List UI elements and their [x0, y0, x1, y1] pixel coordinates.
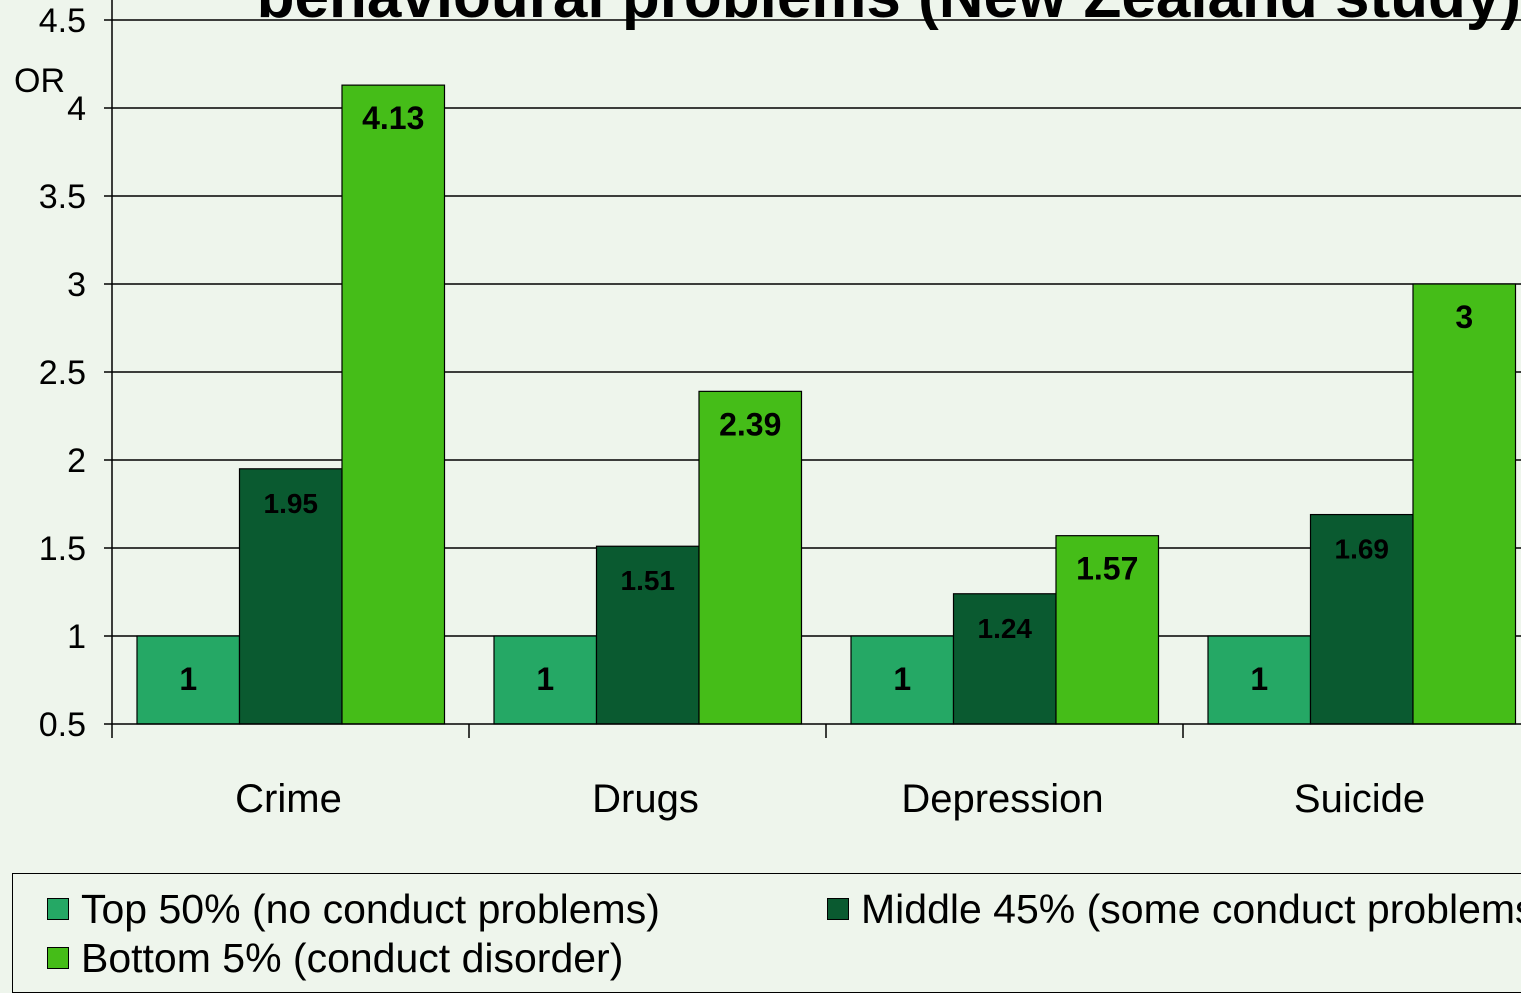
legend-label-top: Top 50% (no conduct problems) [81, 886, 660, 932]
x-tick-label: Drugs [592, 777, 699, 821]
bar-drugs-bottom [698, 390, 803, 725]
legend-swatch-middle [827, 898, 849, 920]
data-label: 2.39 [719, 406, 781, 442]
legend-item-top: Top 50% (no conduct problems) [47, 886, 660, 932]
bar-crime-middle [238, 468, 343, 725]
legend-label-middle: Middle 45% (some conduct problems) [861, 886, 1521, 932]
y-tick-label: 4 [67, 90, 86, 128]
bar-suicide-middle [1309, 513, 1414, 725]
data-labels: 1 1.95 4.13 1 1.51 2.39 1 1.24 1.57 1 1.69 3 [179, 100, 1473, 697]
y-tick-label: 4.5 [39, 2, 86, 40]
data-label: 1 [1250, 661, 1268, 697]
bar-suicide-bottom [1412, 283, 1517, 725]
bar-crime-top [136, 635, 241, 725]
data-label: 1 [893, 661, 911, 697]
data-label: 1 [179, 661, 197, 697]
bar-chart: 0.5 1 1.5 2 2.5 3 3.5 4 4.5 Crime Drugs Depression S… [14, 0, 1521, 821]
bar-suicide-top [1207, 635, 1312, 725]
bar-drugs-middle [595, 545, 700, 725]
y-tick-label: 2 [67, 442, 86, 480]
bar-drugs-top [493, 635, 598, 725]
legend-label-bottom: Bottom 5% (conduct disorder) [81, 935, 624, 981]
bar-depression-bottom [1055, 535, 1160, 725]
legend-swatch-top [47, 898, 69, 920]
data-label: 1.69 [1335, 534, 1390, 565]
chart-title: behavioural problems (New Zealand study) [0, 0, 1521, 28]
legend-item-middle: Middle 45% (some conduct problems) [827, 886, 1521, 932]
y-tick-label: 1 [67, 618, 86, 656]
data-label: 3 [1455, 299, 1473, 335]
y-axis-label: OR [14, 62, 65, 100]
y-tick-label: 2.5 [39, 354, 86, 392]
bars [136, 84, 1517, 725]
data-label: 1.57 [1076, 551, 1138, 587]
axes: 0.5 1 1.5 2 2.5 3 3.5 4 4.5 Crime Drugs Depression S… [39, 0, 1521, 821]
y-tick-label: 3.5 [39, 178, 86, 216]
bar-depression-middle [952, 593, 1057, 725]
bar-crime-bottom [341, 84, 446, 725]
y-tick-label: 1.5 [39, 530, 86, 568]
x-tick-label: Suicide [1294, 777, 1425, 821]
legend: Top 50% (no conduct problems) Middle 45%… [12, 873, 1521, 993]
x-tick-label: Crime [235, 777, 342, 821]
data-label: 4.13 [362, 100, 424, 136]
x-tick-label: Depression [901, 777, 1103, 821]
y-tick-label: 0.5 [39, 706, 86, 744]
data-label: 1.51 [621, 565, 676, 596]
legend-swatch-bottom [47, 947, 69, 969]
bar-depression-top [850, 635, 955, 725]
data-label: 1.24 [978, 613, 1033, 644]
data-label: 1 [536, 661, 554, 697]
legend-item-bottom: Bottom 5% (conduct disorder) [47, 935, 623, 981]
data-label: 1.95 [264, 488, 319, 519]
y-tick-label: 3 [67, 266, 86, 304]
